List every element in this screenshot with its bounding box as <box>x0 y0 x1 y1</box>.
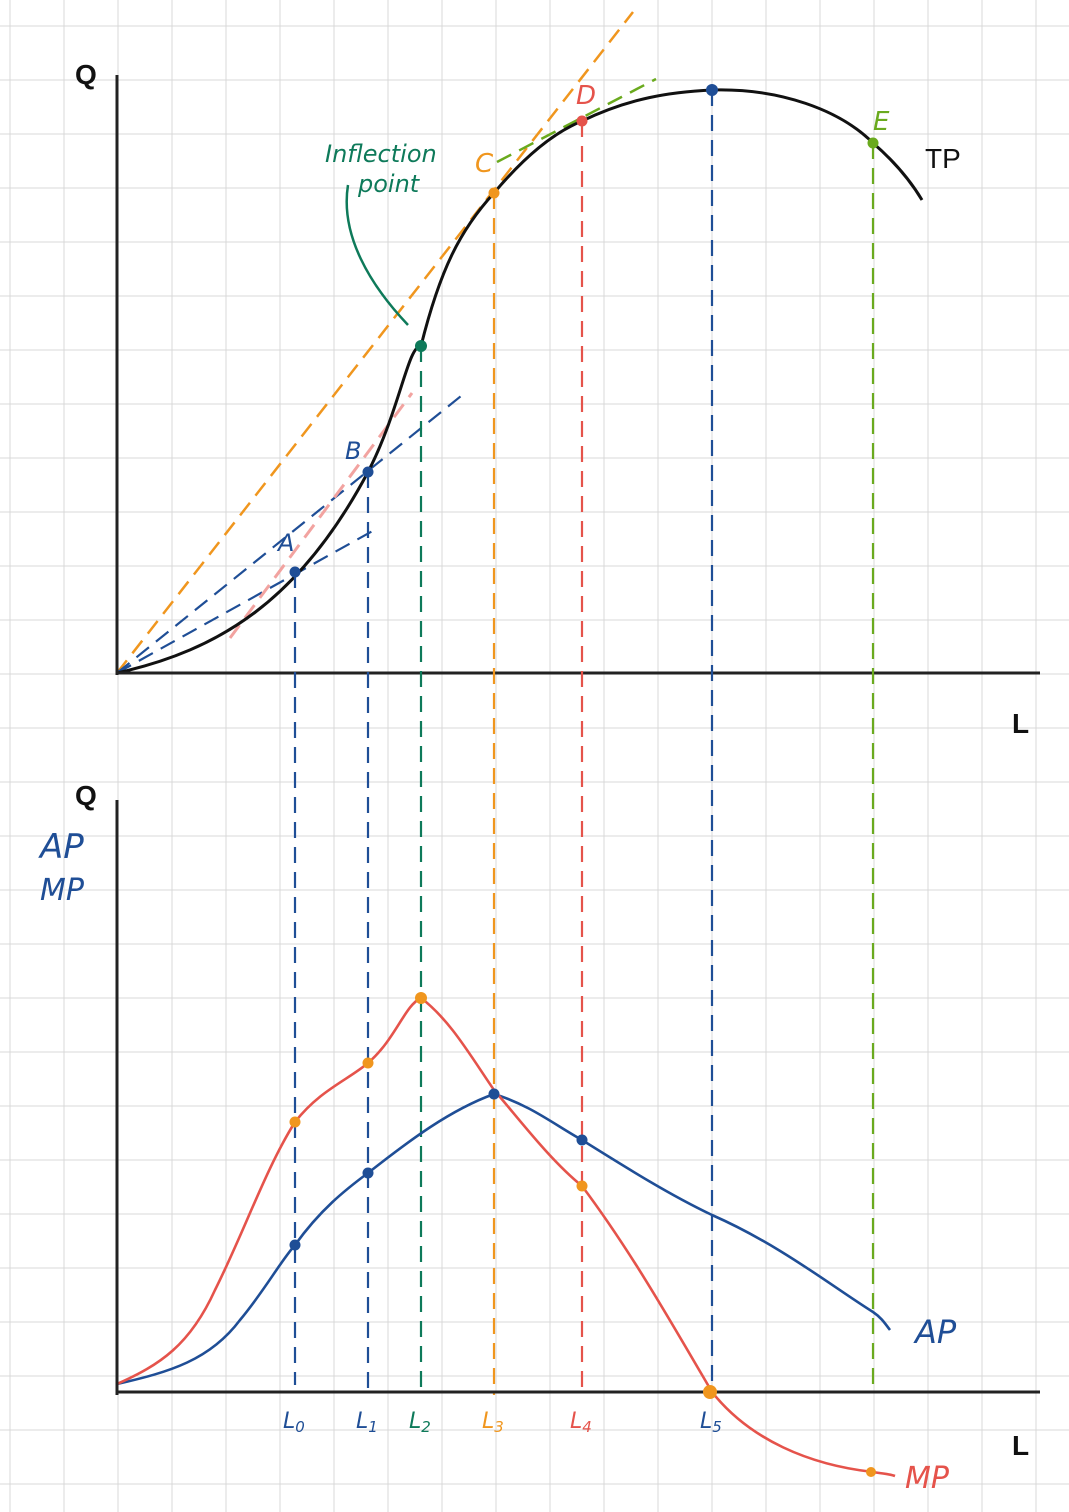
ap-point-l1 <box>362 1167 374 1179</box>
x-tick-letter: L <box>482 1409 494 1434</box>
top-y-axis-label: Q <box>75 59 97 90</box>
top-panel: Q L TP Inflection point A B C D E <box>75 11 1040 739</box>
x-tick-label-l1: L1 <box>356 1409 378 1436</box>
mp-point-l0 <box>289 1116 301 1128</box>
bottom-x-axis-label: L <box>1012 1430 1029 1461</box>
tangent-green-at-d <box>496 77 657 164</box>
x-tick-subscript: 4 <box>582 1418 592 1436</box>
x-tick-label-l0: L0 <box>283 1409 305 1436</box>
bottom-y-axis-label: Q <box>75 780 97 811</box>
point-c-label: C <box>475 149 494 179</box>
point-a-label: A <box>276 529 294 557</box>
bottom-panel: Q AP MP L AP MP L0 L1 L2 L3 L4 L5 <box>38 780 1040 1496</box>
tp-curve <box>116 88 924 675</box>
mp-end-point <box>866 1467 876 1477</box>
mp-point-l1 <box>362 1057 374 1069</box>
tp-curve-label: TP <box>925 143 961 174</box>
x-tick-letter: L <box>283 1409 295 1434</box>
inflection-label-line1: Inflection <box>325 140 437 168</box>
x-tick-label-l2: L2 <box>409 1409 431 1436</box>
point-d-label: D <box>576 81 596 111</box>
inflection-label-line2: point <box>357 170 421 198</box>
x-tick-label-l5: L5 <box>700 1409 722 1436</box>
mp-curve-label: MP <box>905 1461 950 1496</box>
ap-maximum-point <box>488 1088 500 1100</box>
mp-curve <box>116 996 896 1478</box>
x-tick-label-l4: L4 <box>570 1409 592 1436</box>
ap-curve-label: AP <box>913 1313 957 1351</box>
x-tick-subscript: 5 <box>712 1418 722 1436</box>
bottom-y-sub-ap: AP <box>38 827 84 867</box>
x-tick-subscript: 2 <box>421 1418 431 1436</box>
mp-maximum-point <box>415 992 427 1004</box>
inflection-annotation-arrow <box>345 184 409 326</box>
x-tick-labels: L0 L1 L2 L3 L4 L5 <box>283 1409 722 1436</box>
mp-point-l4 <box>576 1180 588 1192</box>
x-tick-label-l3: L3 <box>482 1409 504 1436</box>
x-tick-letter: L <box>700 1409 712 1434</box>
ray-orange-to-c <box>116 11 634 674</box>
x-tick-subscript: 1 <box>368 1418 378 1436</box>
point-b-label: B <box>345 437 361 465</box>
top-x-axis-label: L <box>1012 708 1029 739</box>
ray-blue-to-a <box>116 527 379 674</box>
x-tick-letter: L <box>356 1409 368 1434</box>
bottom-y-sub-mp: MP <box>40 873 85 908</box>
x-tick-letter: L <box>570 1409 582 1434</box>
point-e-label: E <box>873 107 890 137</box>
x-tick-subscript: 0 <box>295 1418 305 1436</box>
ap-curve <box>116 1092 892 1386</box>
ap-point-l4 <box>576 1134 588 1146</box>
vertical-guide-lines <box>293 90 875 1395</box>
mp-zero-point <box>703 1385 717 1399</box>
x-tick-letter: L <box>409 1409 421 1434</box>
ap-point-l0 <box>289 1239 301 1251</box>
x-tick-subscript: 3 <box>494 1418 504 1436</box>
tangent-pink-at-b <box>228 392 414 639</box>
